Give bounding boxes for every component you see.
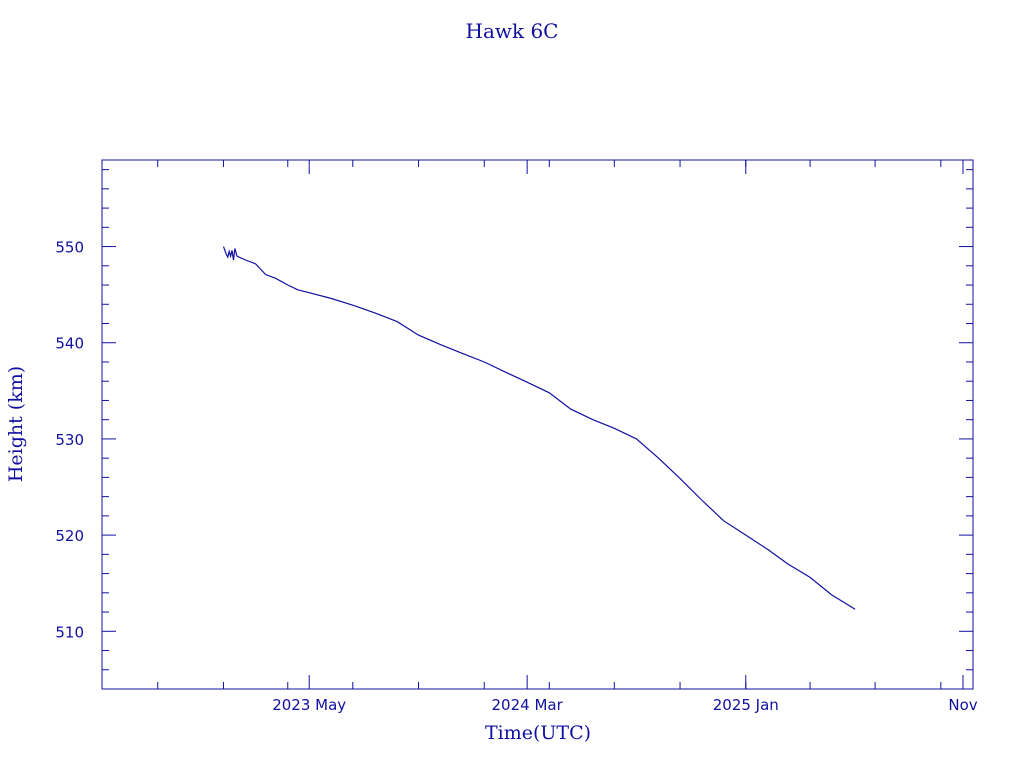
- plot-frame: [101, 159, 974, 690]
- x-tick-label: 2024 Mar: [492, 696, 564, 714]
- y-tick-label: 540: [55, 335, 84, 353]
- series-line: [222, 246, 856, 610]
- x-tick-label: 2023 May: [272, 696, 346, 714]
- x-axis-label: Time(UTC): [485, 722, 591, 744]
- y-tick-label: 530: [55, 431, 84, 449]
- y-axis: 510 520 530 540 550: [55, 169, 973, 671]
- y-tick-label: 550: [55, 239, 84, 257]
- x-tick-label: 2025 Jan: [713, 696, 779, 714]
- x-tick-label: Nov: [948, 696, 977, 714]
- y-axis-label: Height (km): [5, 366, 27, 482]
- y-tick-label: 510: [55, 623, 84, 641]
- x-axis: 2023 May 2024 Mar 2025 Jan Nov: [157, 160, 978, 714]
- chart-title: Hawk 6C: [466, 19, 559, 43]
- y-tick-label: 520: [55, 527, 84, 545]
